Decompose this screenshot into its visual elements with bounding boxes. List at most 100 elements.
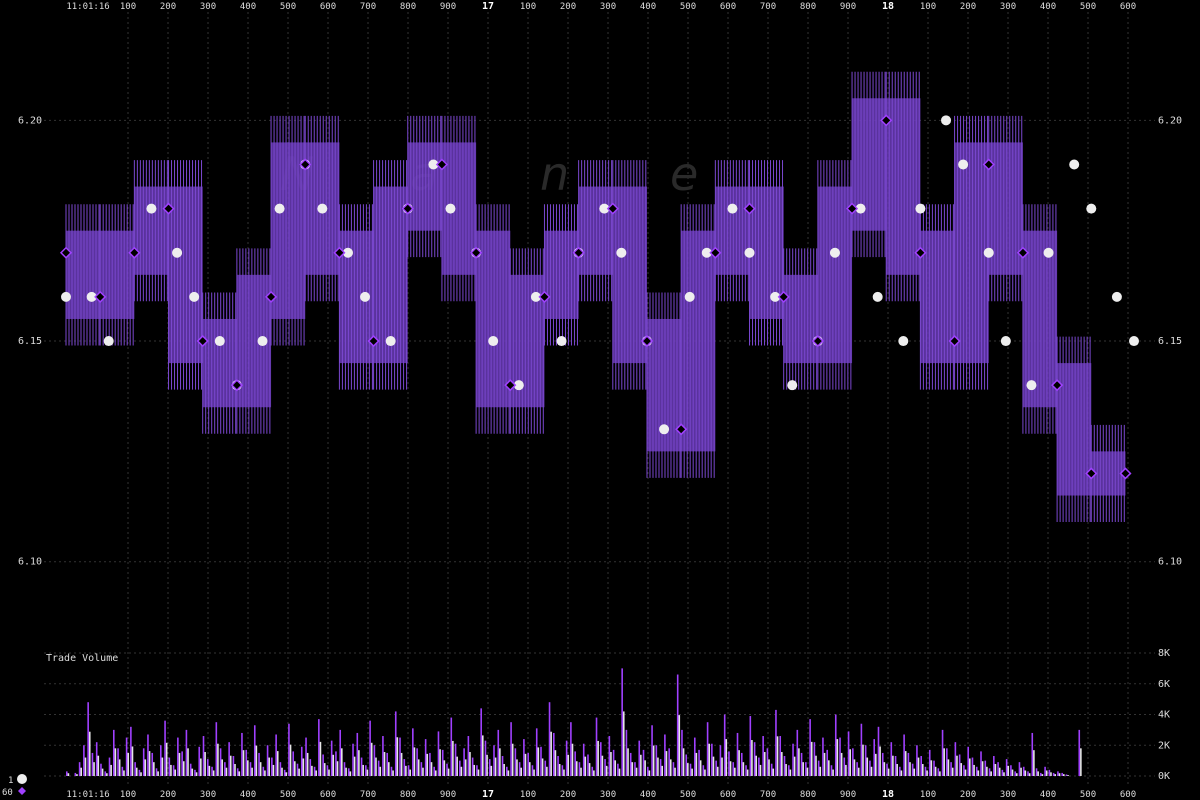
volume-bar-1 xyxy=(259,762,262,776)
trade-circle xyxy=(317,203,328,214)
volume-bar-1 xyxy=(712,756,715,776)
trade-circle xyxy=(1129,336,1139,347)
volume-bar-1 xyxy=(763,752,766,776)
volume-bar-60 xyxy=(134,762,136,776)
volume-bar-60 xyxy=(753,742,756,776)
volume-bar-60 xyxy=(903,734,905,776)
volume-bar-1 xyxy=(943,748,945,776)
volume-bar-60 xyxy=(732,762,735,776)
volume-bar-1 xyxy=(191,768,194,776)
volume-bar-60 xyxy=(497,729,500,776)
volume-bar-60 xyxy=(112,729,115,776)
volume-bar-1 xyxy=(140,772,142,776)
trade-circle xyxy=(274,203,285,214)
volume-bar-60 xyxy=(117,748,119,776)
y-tick-label-right: 6.20 xyxy=(1158,115,1182,126)
volume-bar-60 xyxy=(770,763,773,776)
volume-bar-60 xyxy=(1001,769,1004,776)
volume-bar-60 xyxy=(433,766,435,776)
volume-bar-60 xyxy=(100,763,102,776)
volume-bar-60 xyxy=(228,742,230,776)
volume-bar-1 xyxy=(93,762,95,776)
x-tick-label-bottom: 600 xyxy=(320,790,336,800)
x-tick-label-top: 200 xyxy=(960,2,976,12)
volume-bar-1 xyxy=(1020,767,1022,776)
trade-circle xyxy=(744,247,755,258)
volume-bar-1 xyxy=(1011,769,1014,776)
volume-bar-1 xyxy=(341,748,343,776)
x-tick-label-top: 600 xyxy=(720,2,736,12)
trade-circle xyxy=(257,336,268,347)
volume-bar-60 xyxy=(937,768,940,776)
volume-bar-60 xyxy=(262,766,265,776)
volume-bar-60 xyxy=(612,749,615,776)
volume-bar-1 xyxy=(904,751,907,776)
volume-bar-1 xyxy=(178,752,181,776)
volume-bar-60 xyxy=(685,754,688,776)
volume-bar-1 xyxy=(503,764,505,776)
volume-bar-1 xyxy=(268,757,270,776)
volume-bar-1 xyxy=(819,766,822,776)
x-tick-label-top: 400 xyxy=(240,2,256,12)
volume-bar-1 xyxy=(618,768,621,776)
volume-bar-1 xyxy=(396,737,399,776)
volume-bar-1 xyxy=(443,760,446,776)
x-tick-label-top: 200 xyxy=(160,2,176,12)
volume-bar-60 xyxy=(493,745,495,776)
trade-circle xyxy=(727,203,738,214)
trade-circle xyxy=(941,115,952,126)
trade-diamond xyxy=(572,246,585,259)
volume-bar-60 xyxy=(582,743,585,776)
volume-bar-1 xyxy=(106,773,108,776)
trade-diamond xyxy=(1085,467,1098,480)
volume-bar-1 xyxy=(994,764,997,776)
volume-bar-1 xyxy=(524,753,527,776)
volume-bar-60 xyxy=(343,762,346,776)
trade-diamond xyxy=(640,334,654,348)
volume-bar-60 xyxy=(766,748,769,776)
x-tick-label-bottom: 100 xyxy=(920,790,936,800)
volume-bar-1 xyxy=(725,739,728,776)
volume-bar-60 xyxy=(740,752,743,776)
volume-tick-label: 8K xyxy=(1158,648,1170,659)
trade-diamond xyxy=(333,246,346,259)
volume-bar-1 xyxy=(772,768,775,776)
volume-bar-60 xyxy=(356,732,359,776)
volume-bar-1 xyxy=(251,767,253,776)
volume-bar-1 xyxy=(473,764,476,776)
volume-bar-1 xyxy=(879,746,881,776)
volume-bar-1 xyxy=(631,762,634,776)
volume-bar-1 xyxy=(533,769,535,776)
volume-bar-1 xyxy=(883,762,886,776)
volume-bar-1 xyxy=(610,752,612,776)
volume-bar-60 xyxy=(394,711,397,776)
price-range-box xyxy=(407,142,442,231)
volume-bar-1 xyxy=(721,757,723,776)
watermark-letter: n xyxy=(540,147,569,201)
volume-bar-60 xyxy=(501,756,504,776)
volume-bar-60 xyxy=(189,763,192,776)
volume-bar-1 xyxy=(537,747,540,776)
volume-bar-60 xyxy=(783,756,786,776)
volume-bar-60 xyxy=(920,756,922,776)
volume-bar-1 xyxy=(840,752,843,776)
volume-bar-1 xyxy=(798,748,800,776)
volume-bar-60 xyxy=(984,760,987,776)
volume-bar-1 xyxy=(123,770,125,776)
volume-bar-1 xyxy=(311,765,313,776)
volume-bar-60 xyxy=(834,714,837,776)
trade-diamond xyxy=(128,246,141,259)
volume-bar-60 xyxy=(352,743,354,776)
trade-diamond xyxy=(367,334,380,348)
trade-circle xyxy=(146,203,157,214)
trade-circle xyxy=(189,291,200,302)
volume-bar-1 xyxy=(486,754,488,776)
volume-bar-60 xyxy=(728,751,730,776)
volume-bar-1 xyxy=(452,740,454,776)
volume-bar-1 xyxy=(302,758,305,776)
volume-bar-60 xyxy=(787,765,790,776)
volume-bar-1 xyxy=(110,764,112,776)
volume-bar-60 xyxy=(860,723,863,776)
volume-bar-60 xyxy=(1018,762,1021,776)
volume-bar-1 xyxy=(165,742,168,776)
